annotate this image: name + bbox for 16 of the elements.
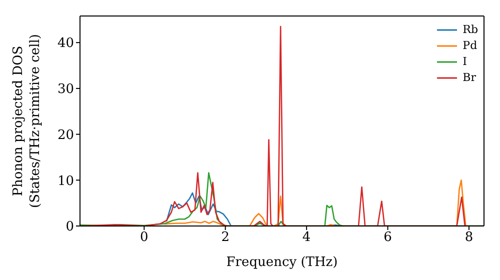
y-tick-label: 40 <box>57 36 74 52</box>
legend-label: Br <box>462 70 476 86</box>
x-axis-title: Frequency (THz) <box>226 255 338 270</box>
y-tick-label: 30 <box>57 82 74 98</box>
legend-label: Rb <box>462 22 478 38</box>
x-tick-label: 8 <box>464 230 474 246</box>
x-tick-label: 0 <box>140 230 148 246</box>
y-tick-label: 20 <box>57 128 74 143</box>
x-tick-label: 4 <box>302 230 311 246</box>
x-tick-label: 6 <box>384 230 392 246</box>
y-tick-label: 0 <box>66 220 74 235</box>
x-tick-label: 2 <box>221 230 230 246</box>
y-axis-title: Phonon projected DOS (States/THz·primitive cell) <box>11 34 43 208</box>
y-tick-label: 10 <box>57 174 74 189</box>
legend-label: Pd <box>462 38 478 54</box>
legend-label: I <box>462 54 468 70</box>
